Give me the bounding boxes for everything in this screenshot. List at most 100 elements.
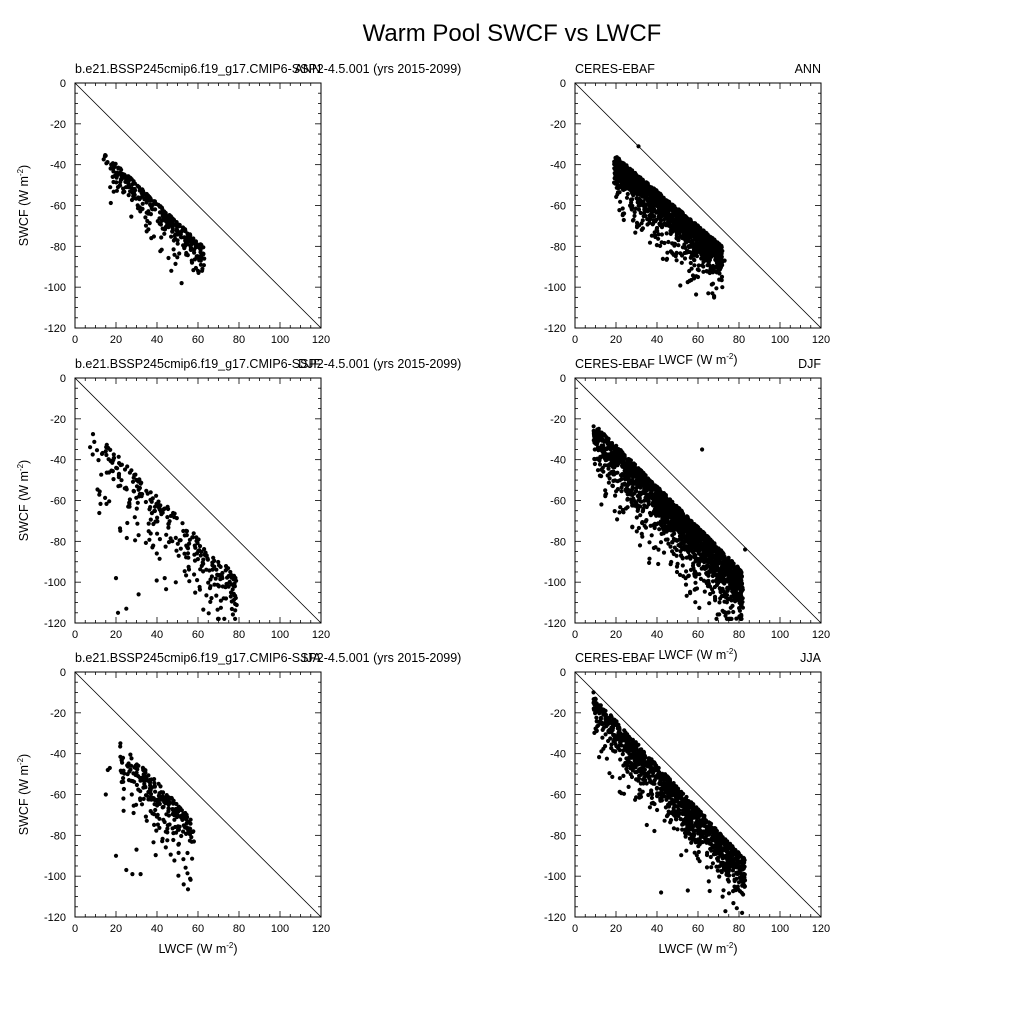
data-point xyxy=(697,529,702,534)
data-point xyxy=(726,610,731,615)
data-point xyxy=(638,499,643,504)
data-point xyxy=(176,850,181,856)
data-point xyxy=(137,205,142,210)
x-tick-label: 40 xyxy=(651,629,663,641)
data-point xyxy=(641,183,646,188)
data-point xyxy=(125,464,130,469)
x-tick-label: 100 xyxy=(271,334,289,346)
x-tick-label: 80 xyxy=(233,923,245,935)
data-point xyxy=(615,517,620,522)
data-point xyxy=(668,225,673,230)
data-point xyxy=(192,558,198,563)
data-point xyxy=(182,246,187,251)
data-point xyxy=(627,460,632,465)
data-point xyxy=(210,560,215,565)
data-point xyxy=(707,236,712,242)
data-point xyxy=(692,850,697,855)
data-point xyxy=(621,763,626,768)
data-point xyxy=(656,202,661,207)
data-point xyxy=(597,755,602,760)
data-point xyxy=(692,231,697,236)
panel-obs-djf: 0 20 40 60 80 100 1200-20-40-60-80-100-120CERE… xyxy=(544,357,830,662)
data-point xyxy=(631,474,636,479)
data-point xyxy=(202,547,207,552)
data-point xyxy=(720,608,725,613)
data-point xyxy=(601,447,606,452)
data-point xyxy=(699,566,704,571)
data-point xyxy=(645,477,650,482)
data-point xyxy=(732,884,737,889)
data-point xyxy=(696,849,701,855)
data-point xyxy=(672,545,677,550)
x-tick-label: 120 xyxy=(812,629,830,641)
data-point xyxy=(697,605,702,611)
data-point xyxy=(222,616,227,622)
data-point xyxy=(193,239,198,244)
data-point xyxy=(640,192,645,197)
data-point xyxy=(157,825,162,831)
data-point xyxy=(690,533,695,538)
data-point xyxy=(656,489,661,494)
data-point xyxy=(627,169,632,175)
data-point xyxy=(104,501,109,506)
data-point xyxy=(111,189,116,194)
data-point xyxy=(650,792,655,797)
panel-model-ann: 0 20 40 60 80 100 1200-20-40-60-80-100-120b.e2… xyxy=(16,62,461,346)
data-point xyxy=(186,564,191,570)
data-point xyxy=(148,497,153,502)
data-point xyxy=(135,500,140,505)
y-tick-label: -20 xyxy=(550,708,566,720)
data-point xyxy=(116,473,121,478)
data-point xyxy=(720,285,725,290)
y-tick-label: -20 xyxy=(550,414,566,426)
data-point xyxy=(147,221,152,226)
data-point xyxy=(695,274,701,280)
data-point xyxy=(184,573,189,578)
data-point xyxy=(119,176,124,182)
data-point xyxy=(668,206,673,211)
scatter-points xyxy=(591,424,748,622)
data-point xyxy=(128,767,133,772)
panel-obs-jja: 0 20 40 60 80 100 1200-20-40-60-80-100-120CERE… xyxy=(544,651,830,956)
data-point xyxy=(671,826,677,831)
data-point xyxy=(638,513,643,518)
data-point xyxy=(160,836,165,841)
data-point xyxy=(166,795,171,800)
data-point xyxy=(649,233,655,238)
data-point xyxy=(103,449,108,454)
data-point xyxy=(143,540,148,546)
data-point xyxy=(700,232,705,237)
data-point xyxy=(743,547,748,552)
data-point xyxy=(619,172,625,177)
data-point xyxy=(651,214,656,219)
data-point xyxy=(680,556,685,561)
data-point xyxy=(144,774,149,779)
data-point xyxy=(173,222,178,227)
data-point xyxy=(700,447,705,452)
one-to-one-line xyxy=(74,377,322,624)
data-point xyxy=(150,811,155,816)
data-point xyxy=(124,487,129,492)
data-point xyxy=(607,462,613,467)
data-point xyxy=(703,536,709,541)
data-point xyxy=(703,247,708,252)
data-point xyxy=(664,529,669,534)
data-point xyxy=(696,562,701,567)
data-point xyxy=(175,541,180,546)
data-point xyxy=(614,194,619,199)
data-point xyxy=(111,477,116,482)
data-point xyxy=(687,226,692,231)
data-point xyxy=(679,217,684,223)
data-point xyxy=(688,243,693,248)
data-point xyxy=(234,602,239,608)
data-point xyxy=(647,556,652,561)
data-point xyxy=(165,830,170,835)
data-point xyxy=(197,548,202,553)
data-point xyxy=(90,452,95,457)
x-tick-label: 40 xyxy=(151,629,163,641)
data-point xyxy=(654,225,660,231)
data-point xyxy=(679,553,684,558)
y-tick-label: -80 xyxy=(550,830,566,842)
data-point xyxy=(148,517,153,522)
data-point xyxy=(147,537,152,542)
